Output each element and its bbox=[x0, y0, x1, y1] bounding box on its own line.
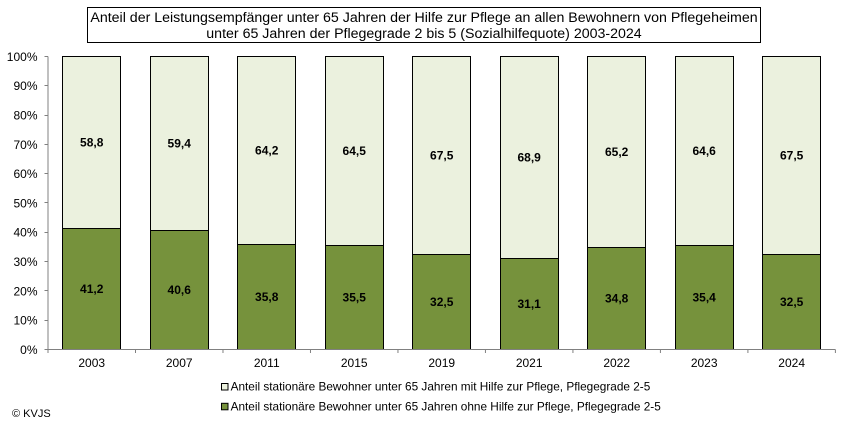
svg-text:90%: 90% bbox=[13, 79, 37, 93]
svg-text:64,2: 64,2 bbox=[255, 144, 279, 158]
svg-text:20%: 20% bbox=[13, 284, 37, 298]
svg-text:40%: 40% bbox=[13, 226, 37, 240]
svg-text:80%: 80% bbox=[13, 109, 37, 123]
svg-text:58,8: 58,8 bbox=[80, 136, 104, 150]
svg-text:59,4: 59,4 bbox=[168, 137, 192, 151]
svg-text:Anteil stationäre Bewohner unt: Anteil stationäre Bewohner unter 65 Jahr… bbox=[231, 399, 662, 413]
svg-text:10%: 10% bbox=[13, 314, 37, 328]
svg-text:2021: 2021 bbox=[516, 356, 543, 370]
svg-text:30%: 30% bbox=[13, 255, 37, 269]
svg-text:35,8: 35,8 bbox=[255, 290, 279, 304]
svg-text:2022: 2022 bbox=[603, 356, 630, 370]
svg-text:2003: 2003 bbox=[78, 356, 105, 370]
svg-text:32,5: 32,5 bbox=[780, 295, 804, 309]
svg-text:Anteil stationäre Bewohner unt: Anteil stationäre Bewohner unter 65 Jahr… bbox=[231, 380, 651, 394]
svg-text:67,5: 67,5 bbox=[780, 149, 804, 163]
svg-text:68,9: 68,9 bbox=[518, 151, 542, 165]
svg-text:2023: 2023 bbox=[691, 356, 718, 370]
svg-text:65,2: 65,2 bbox=[605, 145, 629, 159]
svg-text:unter 65 Jahren der Pflegegrad: unter 65 Jahren der Pflegegrade 2 bis 5 … bbox=[206, 26, 641, 42]
svg-text:64,5: 64,5 bbox=[343, 144, 367, 158]
svg-text:50%: 50% bbox=[13, 196, 37, 210]
svg-text:35,5: 35,5 bbox=[343, 291, 367, 305]
svg-text:0%: 0% bbox=[20, 343, 38, 357]
svg-text:35,4: 35,4 bbox=[692, 291, 716, 305]
svg-text:Anteil der Leistungsempfänger: Anteil der Leistungsempfänger unter 65 J… bbox=[90, 10, 757, 26]
svg-text:© KVJS: © KVJS bbox=[12, 408, 51, 420]
svg-text:31,1: 31,1 bbox=[518, 297, 542, 311]
svg-text:2015: 2015 bbox=[341, 356, 368, 370]
svg-text:67,5: 67,5 bbox=[430, 149, 454, 163]
svg-text:60%: 60% bbox=[13, 167, 37, 181]
svg-text:41,2: 41,2 bbox=[80, 282, 104, 296]
svg-text:64,6: 64,6 bbox=[692, 144, 716, 158]
svg-text:2024: 2024 bbox=[778, 356, 805, 370]
svg-text:34,8: 34,8 bbox=[605, 292, 629, 306]
svg-text:70%: 70% bbox=[13, 138, 37, 152]
svg-text:32,5: 32,5 bbox=[430, 295, 454, 309]
svg-text:100%: 100% bbox=[7, 50, 38, 64]
svg-text:2007: 2007 bbox=[166, 356, 193, 370]
svg-text:40,6: 40,6 bbox=[168, 283, 192, 297]
svg-text:2019: 2019 bbox=[428, 356, 455, 370]
svg-text:2011: 2011 bbox=[254, 356, 280, 370]
